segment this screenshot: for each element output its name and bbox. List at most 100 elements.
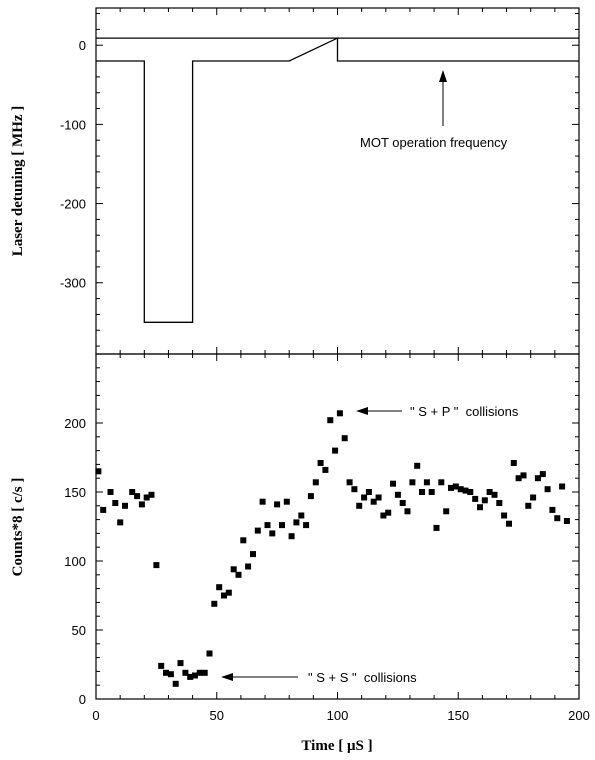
data-point bbox=[293, 519, 300, 526]
bottom-plot bbox=[95, 410, 570, 687]
ss-collisions-annotation: " S + S " collisions bbox=[308, 670, 417, 685]
data-point bbox=[467, 489, 474, 495]
data-point bbox=[390, 480, 396, 487]
data-point bbox=[216, 584, 223, 591]
data-point bbox=[496, 500, 503, 506]
data-point bbox=[134, 493, 141, 500]
data-point bbox=[225, 589, 232, 596]
top-y-tick-label: -100 bbox=[60, 117, 86, 132]
top-plot bbox=[96, 37, 579, 323]
data-point bbox=[510, 460, 517, 466]
data-point bbox=[356, 502, 363, 509]
data-point bbox=[443, 508, 450, 515]
data-point bbox=[100, 506, 107, 513]
data-point bbox=[269, 530, 276, 537]
data-point bbox=[491, 491, 498, 498]
data-point bbox=[351, 486, 358, 493]
data-point bbox=[182, 669, 189, 676]
data-point bbox=[472, 495, 479, 502]
data-point bbox=[409, 479, 416, 486]
data-point bbox=[288, 533, 295, 540]
ss-collisions-arrow bbox=[221, 673, 298, 681]
ticks-layer bbox=[95, 8, 580, 700]
data-point bbox=[563, 518, 570, 524]
bottom-y-tick-label: 150 bbox=[64, 485, 86, 500]
data-point bbox=[525, 502, 532, 509]
data-point bbox=[317, 460, 324, 466]
data-point bbox=[206, 650, 213, 657]
data-point bbox=[448, 484, 454, 491]
data-point bbox=[414, 462, 421, 469]
bottom-y-tick-label: 200 bbox=[64, 416, 86, 431]
bottom-y-tick-label: 50 bbox=[72, 623, 86, 638]
data-point bbox=[221, 592, 227, 599]
x-tick-label: 100 bbox=[327, 708, 349, 723]
data-point bbox=[515, 475, 522, 482]
labels-layer: 0 50 100 150 200 0 -100 -200 -300 0 50 100 150 200 bbox=[60, 38, 590, 723]
data-point bbox=[477, 504, 483, 511]
bottom-y-axis-title: Counts*8 [ c/s ] bbox=[10, 478, 26, 577]
data-point bbox=[192, 672, 198, 679]
bottom-y-tick-label: 100 bbox=[64, 554, 86, 569]
data-point bbox=[177, 660, 184, 667]
data-point bbox=[457, 486, 464, 493]
data-point bbox=[163, 669, 169, 676]
data-point bbox=[380, 512, 387, 519]
data-point bbox=[279, 522, 285, 529]
data-point bbox=[211, 600, 218, 607]
data-point bbox=[462, 487, 469, 494]
data-point bbox=[361, 494, 368, 501]
data-point bbox=[264, 522, 271, 529]
mot-frequency-arrow bbox=[439, 70, 447, 126]
sp-collisions-annotation: " S + P " collisions bbox=[410, 404, 519, 419]
data-point bbox=[365, 489, 372, 495]
data-point bbox=[298, 512, 305, 519]
data-point bbox=[385, 509, 392, 516]
data-point bbox=[235, 571, 242, 578]
data-point bbox=[254, 527, 261, 534]
data-point bbox=[172, 680, 179, 687]
x-tick-label: 0 bbox=[92, 708, 99, 723]
data-point bbox=[554, 515, 561, 522]
top-y-tick-label: 0 bbox=[79, 38, 86, 53]
data-point bbox=[520, 472, 527, 479]
data-point bbox=[143, 494, 150, 501]
data-point bbox=[481, 497, 488, 504]
data-point bbox=[534, 475, 541, 482]
data-point bbox=[95, 468, 102, 475]
data-point bbox=[112, 500, 119, 506]
detuning-line-1 bbox=[96, 37, 579, 323]
data-point bbox=[341, 435, 348, 442]
data-point bbox=[428, 489, 435, 495]
data-point bbox=[196, 669, 203, 676]
data-point bbox=[158, 662, 165, 669]
data-point bbox=[138, 501, 145, 508]
top-y-tick-label: -200 bbox=[60, 197, 86, 212]
data-point bbox=[506, 520, 512, 527]
data-point bbox=[327, 417, 334, 424]
mot-frequency-annotation: MOT operation frequency bbox=[360, 135, 508, 150]
data-point bbox=[346, 479, 353, 486]
data-point bbox=[117, 519, 124, 526]
x-tick-label: 50 bbox=[210, 708, 224, 723]
x-axis-title: Time [ μS ] bbox=[301, 738, 372, 754]
data-point bbox=[375, 494, 382, 501]
data-point bbox=[230, 566, 237, 573]
data-point bbox=[370, 498, 377, 505]
sp-collisions-arrow bbox=[356, 407, 402, 415]
data-point bbox=[129, 489, 136, 495]
top-y-tick-label: -300 bbox=[60, 276, 86, 291]
data-point bbox=[544, 486, 551, 493]
bottom-y-tick-label: 0 bbox=[79, 692, 86, 707]
data-point bbox=[148, 491, 155, 498]
data-point bbox=[259, 498, 266, 505]
data-point bbox=[501, 512, 508, 519]
data-point bbox=[486, 489, 493, 495]
data-point bbox=[404, 508, 411, 515]
data-point bbox=[245, 563, 252, 570]
data-point bbox=[322, 466, 329, 473]
data-point bbox=[167, 671, 174, 678]
data-point bbox=[336, 410, 343, 417]
x-tick-label: 200 bbox=[568, 708, 590, 723]
